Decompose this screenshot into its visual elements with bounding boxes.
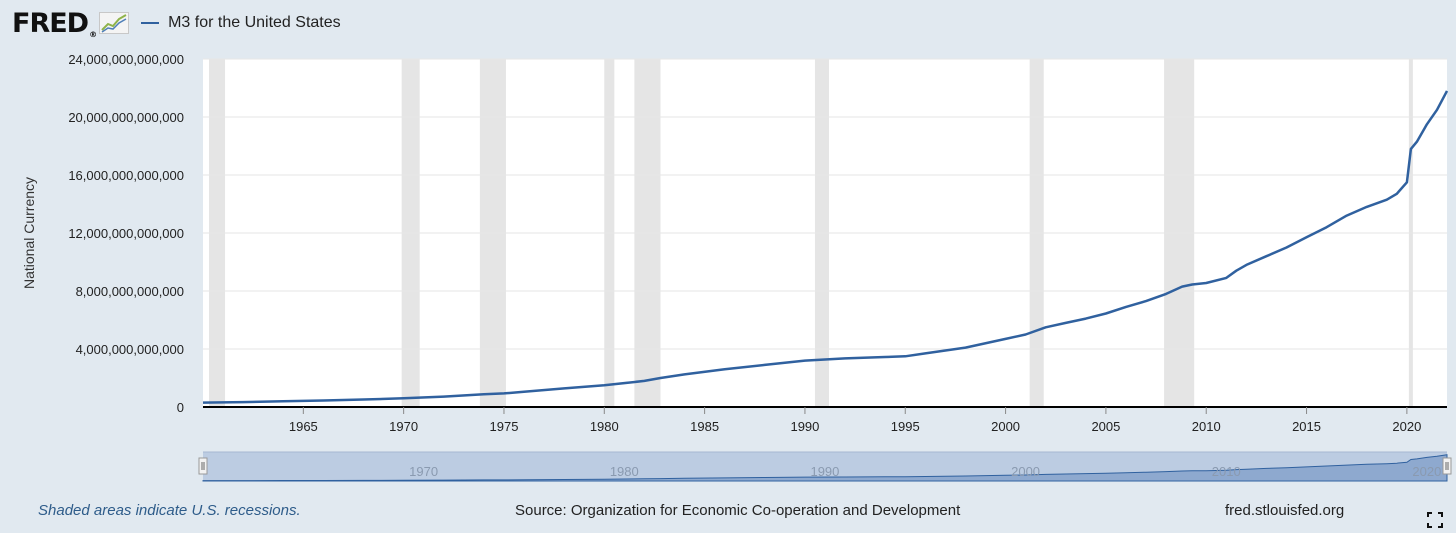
- x-tick-label-1: 1970: [389, 419, 418, 434]
- x-axis-ticks: 1965 1970 1975 1980 1985 1990 1995 2000 2005 2010…: [289, 407, 1421, 434]
- series-line-0: [202, 90, 1449, 404]
- fullscreen-expand-icon[interactable]: [1427, 512, 1443, 528]
- navigator-handle-left[interactable]: [198, 457, 208, 475]
- navigator-tick-label-1: 1980: [610, 464, 639, 479]
- chart-legend[interactable]: M3 for the United States: [141, 14, 341, 32]
- legend-label: M3 for the United States: [168, 14, 341, 31]
- y-tick-label-1: 4,000,000,000,000: [76, 342, 184, 357]
- x-tick-label-0: 1965: [289, 419, 318, 434]
- navigator-tick-label-4: 2010: [1212, 464, 1241, 479]
- navigator-handle-right-box: [1442, 457, 1452, 475]
- fred-url[interactable]: fred.stlouisfed.org: [1225, 502, 1345, 519]
- x-tick-label-5: 1990: [790, 419, 819, 434]
- fred-logo-text: FRED: [12, 7, 89, 39]
- x-tick-label-9: 2010: [1192, 419, 1221, 434]
- recession-note: Shaded areas indicate U.S. recessions.: [38, 502, 301, 519]
- y-tick-label-3: 12,000,000,000,000: [68, 226, 184, 241]
- x-tick-label-3: 1980: [590, 419, 619, 434]
- fred-chart-logo-icon: [99, 12, 130, 34]
- chart-header: FRED® M3 for the United States: [12, 6, 341, 40]
- x-tick-label-4: 1985: [690, 419, 719, 434]
- navigator-tick-label-5: 2020: [1412, 464, 1441, 479]
- x-tick-label-7: 2000: [991, 419, 1020, 434]
- y-tick-label-5: 20,000,000,000,000: [68, 110, 184, 125]
- navigator-tick-label-2: 1990: [810, 464, 839, 479]
- fred-logo[interactable]: FRED®: [12, 7, 97, 39]
- legend-line-swatch: [141, 22, 160, 24]
- gridlines: [203, 58, 1447, 408]
- navigator-series-area: [202, 454, 1448, 482]
- x-tick-label-10: 2015: [1292, 419, 1321, 434]
- x-tick-label-11: 2020: [1392, 419, 1421, 434]
- navigator-tick-label-0: 1970: [409, 464, 438, 479]
- fred-logo-registered: ®: [89, 29, 97, 39]
- line-chart[interactable]: 0 4,000,000,000,000 8,000,000,000,000 12,00…: [0, 0, 1456, 500]
- source-text: Source: Organization for Economic Co-ope…: [515, 502, 961, 519]
- series-layer: [202, 90, 1449, 404]
- y-tick-label-4: 16,000,000,000,000: [68, 168, 184, 183]
- y-axis-label: National Currency: [21, 177, 37, 289]
- y-tick-label-0: 0: [177, 400, 184, 415]
- x-tick-label-2: 1975: [490, 419, 519, 434]
- navigator-handle-right[interactable]: [1442, 457, 1452, 475]
- x-tick-label-8: 2005: [1091, 419, 1120, 434]
- y-tick-label-2: 8,000,000,000,000: [76, 284, 184, 299]
- navigator-handle-left-box: [198, 457, 208, 475]
- y-tick-label-6: 24,000,000,000,000: [68, 52, 184, 67]
- range-navigator[interactable]: 1970 1980 1990 2000 2010 2020: [198, 451, 1452, 482]
- navigator-tick-label-3: 2000: [1011, 464, 1040, 479]
- y-axis-ticks: 0 4,000,000,000,000 8,000,000,000,000 12,00…: [68, 52, 184, 415]
- x-tick-label-6: 1995: [891, 419, 920, 434]
